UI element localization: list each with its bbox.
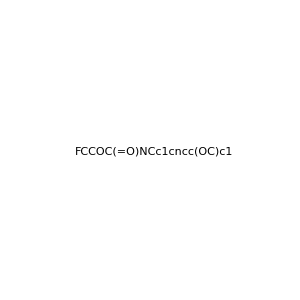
Text: FCCOC(=O)NCc1cncc(OC)c1: FCCOC(=O)NCc1cncc(OC)c1 [75,146,233,157]
